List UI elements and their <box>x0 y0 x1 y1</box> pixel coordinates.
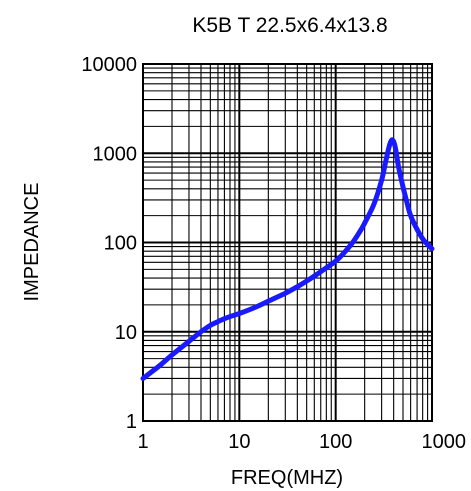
y-tick-label: 10000 <box>81 54 137 76</box>
x-axis-label: FREQ(MHZ) <box>231 467 343 489</box>
x-tick-label: 1000 <box>422 431 467 453</box>
y-axis-label: IMPEDANCE <box>21 183 43 302</box>
grid <box>142 64 432 422</box>
x-tick-label: 1 <box>137 431 148 453</box>
plot-frame <box>142 63 433 422</box>
y-tick-label: 1000 <box>93 143 138 165</box>
y-tick-label: 1 <box>126 411 137 433</box>
chart-title: K5B T 22.5x6.4x13.8 <box>192 14 387 37</box>
x-tick-labels: 1 10 100 1000 <box>137 431 466 453</box>
series-line <box>140 137 435 381</box>
x-tick-label: 100 <box>319 431 352 453</box>
y-tick-label: 10 <box>115 322 137 344</box>
x-tick-label: 10 <box>228 431 250 453</box>
y-tick-labels: 1 10 100 1000 10000 <box>81 54 137 433</box>
y-tick-label: 100 <box>104 233 137 255</box>
